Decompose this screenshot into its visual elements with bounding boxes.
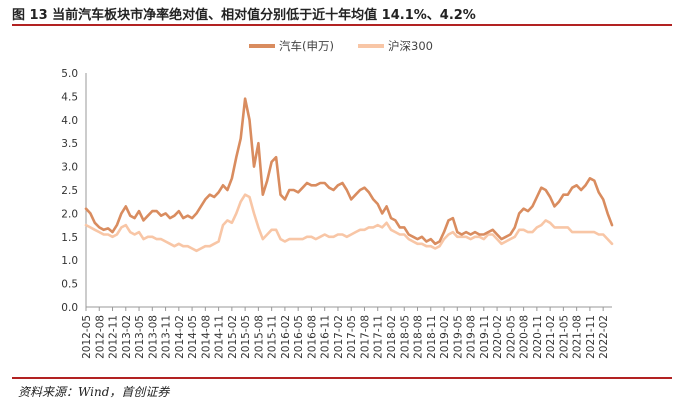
- title-rule: [12, 24, 672, 26]
- legend-item-auto-label: 汽车(申万): [279, 39, 334, 53]
- x-tick-label: 2022-02: [598, 315, 610, 359]
- x-tick-label: 2016-08: [306, 315, 318, 359]
- x-tick-label: 2017-11: [373, 315, 385, 359]
- y-tick-label: 1.0: [61, 255, 78, 267]
- x-tick-label: 2013-02: [121, 315, 133, 359]
- source-note: 资料来源：Wind，首创证券: [18, 385, 170, 399]
- y-tick-label: 2.5: [61, 185, 78, 197]
- x-tick-label: 2013-05: [134, 315, 146, 359]
- x-tick-label: 2014-05: [187, 315, 199, 359]
- x-tick-label: 2018-08: [413, 315, 425, 359]
- legend-item-hs300-label: 沪深300: [388, 39, 433, 53]
- x-tick-label: 2019-05: [452, 315, 464, 359]
- x-tick-label: 2014-11: [214, 315, 226, 359]
- x-tick-label: 2019-11: [479, 315, 491, 359]
- x-tick-label: 2013-08: [147, 315, 159, 359]
- x-tick-label: 2016-05: [293, 315, 305, 359]
- x-axis: 2012-05 2012-08 2012-11 2013-02 2013-05 2013-…: [81, 306, 612, 359]
- x-tick-label: 2017-02: [333, 315, 345, 359]
- y-tick-label: 0.0: [61, 302, 78, 314]
- source-rule: [12, 377, 672, 379]
- line-chart: 汽车(申万) 沪深300 0.0 0.5 1.0 1.5 2.0 2.5 3.0 3.5 4.0 4…: [61, 39, 614, 359]
- y-tick-label: 4.5: [61, 91, 78, 103]
- x-tick-label: 2014-08: [200, 315, 212, 359]
- x-tick-label: 2017-08: [359, 315, 371, 359]
- x-tick-label: 2016-02: [280, 315, 292, 359]
- x-tick-label: 2020-11: [532, 315, 544, 359]
- figure-title: 图 13 当前汽车板块市净率绝对值、相对值分别低于近十年均值 14.1%、4.2…: [12, 8, 476, 23]
- x-tick-label: 2021-11: [585, 315, 597, 359]
- x-tick-label: 2018-02: [386, 315, 398, 359]
- series-line-hs300: [84, 193, 614, 253]
- series-line-auto: [84, 97, 614, 246]
- x-tick-label: 2020-02: [492, 315, 504, 359]
- x-tick-label: 2015-02: [227, 315, 239, 359]
- x-tick-label: 2019-02: [439, 315, 451, 359]
- x-tick-label: 2013-11: [161, 315, 173, 359]
- x-tick-label: 2012-11: [108, 315, 120, 359]
- x-tick-label: 2020-05: [505, 315, 517, 359]
- y-tick-label: 2.0: [61, 208, 78, 220]
- x-tick-label: 2015-05: [240, 315, 252, 359]
- x-tick-label: 2021-08: [572, 315, 584, 359]
- series-lines: [84, 97, 614, 253]
- y-tick-label: 0.5: [61, 279, 78, 291]
- x-tick-label: 2021-02: [545, 315, 557, 359]
- x-tick-label: 2017-05: [346, 315, 358, 359]
- y-tick-label: 5.0: [61, 68, 78, 80]
- y-tick-label: 4.0: [61, 115, 78, 127]
- y-axis: 0.0 0.5 1.0 1.5 2.0 2.5 3.0 3.5 4.0 4.5 5.0: [61, 68, 87, 314]
- x-tick-label: 2012-05: [81, 315, 93, 359]
- x-tick-label: 2018-11: [426, 315, 438, 359]
- x-tick-label: 2016-11: [320, 315, 332, 359]
- x-tick-label: 2021-05: [558, 315, 570, 359]
- x-tick-label: 2015-11: [267, 315, 279, 359]
- x-tick-label: 2020-08: [519, 315, 531, 359]
- x-tick-label: 2015-08: [253, 315, 265, 359]
- x-tick-label: 2019-08: [466, 315, 478, 359]
- y-tick-label: 3.5: [61, 138, 78, 150]
- x-tick-label: 2018-05: [399, 315, 411, 359]
- x-tick-label: 2012-08: [94, 315, 106, 359]
- y-tick-label: 1.5: [61, 232, 78, 244]
- x-tick-label: 2014-02: [174, 315, 186, 359]
- legend: 汽车(申万) 沪深300: [249, 39, 433, 53]
- y-tick-label: 3.0: [61, 162, 78, 174]
